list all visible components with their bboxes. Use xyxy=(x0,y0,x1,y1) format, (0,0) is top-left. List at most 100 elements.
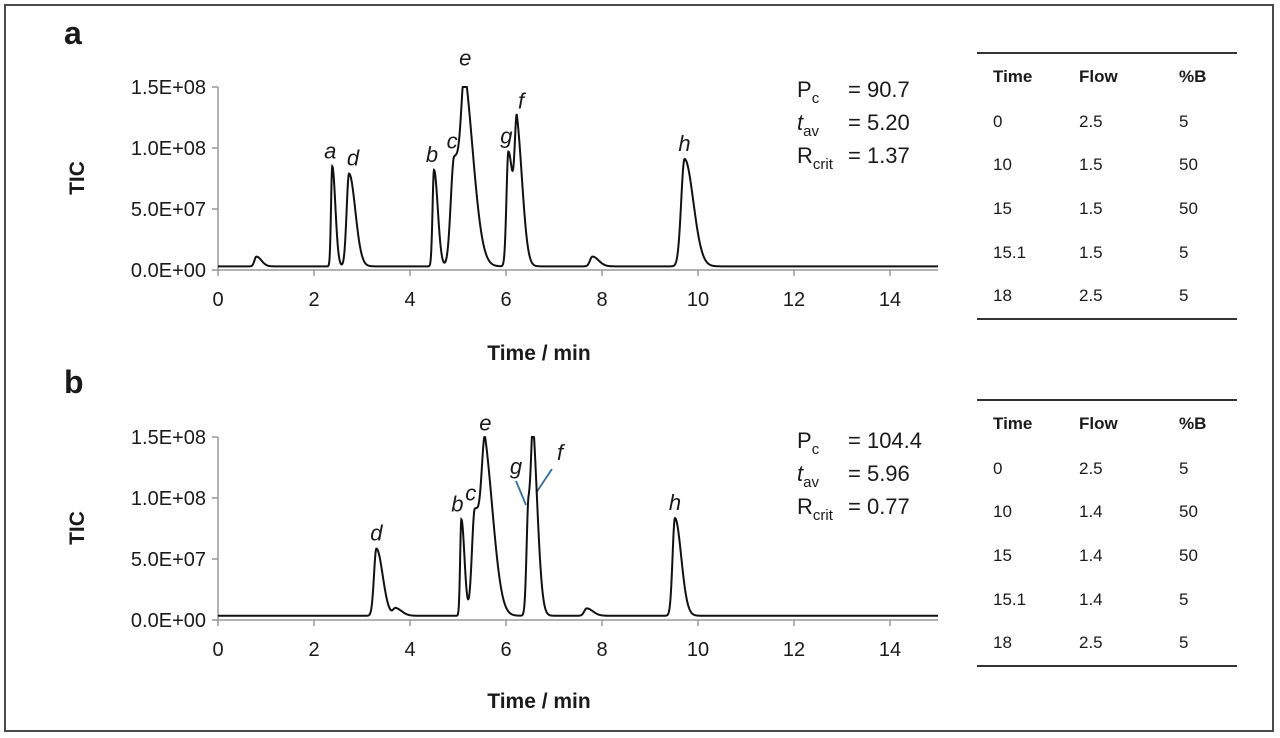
stat-pc-a: Pc xyxy=(797,77,820,107)
y-tick-label: 5.0E+07 xyxy=(131,199,206,221)
panel-letter-a: a xyxy=(64,15,82,51)
table-cell: 5 xyxy=(1179,286,1189,306)
y-tick-label: 1.5E+08 xyxy=(131,427,206,449)
peak-label-b: b xyxy=(451,491,463,516)
table-header-row: Time Flow %B xyxy=(977,53,1237,100)
x-tick-label: 12 xyxy=(783,289,805,311)
table-cell: 2.5 xyxy=(1079,111,1103,131)
peak-label-g: g xyxy=(510,454,523,479)
table-row: 18 2.5 5 xyxy=(977,621,1237,666)
table-row: 10 1.5 50 xyxy=(977,144,1237,188)
peak-label-c: c xyxy=(465,481,476,506)
stat-tav-a: tav xyxy=(797,110,819,140)
tic-trace-a xyxy=(218,86,938,268)
tic-trace-b xyxy=(218,436,938,617)
table-cell: 15 xyxy=(993,198,1012,218)
peak-label-e: e xyxy=(459,46,471,71)
column-header-percent-b: %B xyxy=(1179,67,1207,86)
table-cell: 5 xyxy=(1179,458,1189,478)
table-cell: 50 xyxy=(1179,198,1198,218)
peak-label-f: f xyxy=(518,88,527,113)
chromatogram-panel-a: 0.0E+00 5.0E+07 1.0E+08 1.5E+08 0 2 4 6 8 10 12 14 T… xyxy=(66,46,938,365)
stat-rcrit-value-a: = 1.37 xyxy=(848,143,910,168)
peak-label-f: f xyxy=(557,440,566,465)
table-cell: 10 xyxy=(993,155,1012,175)
gradient-table-a: Time Flow %B 0 2.5 5 10 1.5 50 15 1.5 50 15.1 1… xyxy=(977,52,1237,320)
leader-line-f xyxy=(535,468,553,494)
peak-label-g: g xyxy=(500,124,513,149)
column-header-flow: Flow xyxy=(1079,414,1118,433)
x-axis-title-b: Time / min xyxy=(487,690,590,713)
table-cell: 15.1 xyxy=(993,589,1027,609)
table-row: 10 1.4 50 xyxy=(977,491,1237,535)
table-cell: 2.5 xyxy=(1079,633,1103,653)
y-tick-label: 1.0E+08 xyxy=(131,488,206,510)
y-tick-label: 0.0E+00 xyxy=(131,610,206,632)
table-cell: 0 xyxy=(993,111,1003,131)
y-axis-title-a: TIC xyxy=(66,161,89,195)
table-row: 15.1 1.5 5 xyxy=(977,231,1237,275)
stat-tav-b: tav xyxy=(797,461,819,491)
stat-rcrit-a: Rcrit xyxy=(797,143,834,173)
peak-label-b: b xyxy=(426,142,438,167)
table-cell: 18 xyxy=(993,286,1012,306)
y-tick-label: 5.0E+07 xyxy=(131,549,206,571)
table-row: 15.1 1.4 5 xyxy=(977,578,1237,622)
table-cell: 15 xyxy=(993,545,1012,565)
peak-label-d: d xyxy=(370,521,383,546)
table-cell: 50 xyxy=(1179,545,1198,565)
gradient-table-b: Time Flow %B 0 2.5 5 10 1.4 50 15 1.4 50 15.1 1… xyxy=(977,399,1237,667)
y-axis-title-b: TIC xyxy=(66,511,89,545)
table-cell: 15.1 xyxy=(993,242,1027,262)
table-cell: 1.5 xyxy=(1079,242,1103,262)
peak-label-h: h xyxy=(669,490,681,515)
stat-rcrit-b: Rcrit xyxy=(797,494,834,524)
stat-tav-value-a: = 5.20 xyxy=(848,110,910,135)
x-tick-label: 14 xyxy=(879,639,901,661)
table-cell: 50 xyxy=(1179,502,1198,522)
table-cell: 2.5 xyxy=(1079,286,1103,306)
stat-pc-b: Pc xyxy=(797,428,820,458)
table-row: 0 2.5 5 xyxy=(977,100,1237,144)
y-tick-label: 1.0E+08 xyxy=(131,138,206,160)
peak-label-d: d xyxy=(347,146,360,171)
x-tick-label: 8 xyxy=(596,639,607,661)
x-tick-label: 8 xyxy=(596,289,607,311)
x-tick-label: 2 xyxy=(308,289,319,311)
y-tick-label: 0.0E+00 xyxy=(131,260,206,282)
table-row: 15 1.5 50 xyxy=(977,187,1237,231)
chromatogram-panel-b: 0.0E+00 5.0E+07 1.0E+08 1.5E+08 0 2 4 6 8 10 12 14 T… xyxy=(66,411,938,713)
x-axis-title-a: Time / min xyxy=(487,342,590,365)
x-tick-label: 14 xyxy=(879,289,901,311)
table-cell: 5 xyxy=(1179,111,1189,131)
table-cell: 18 xyxy=(993,633,1012,653)
table-row: 18 2.5 5 xyxy=(977,274,1237,319)
table-cell: 2.5 xyxy=(1079,458,1103,478)
table-cell: 1.4 xyxy=(1079,589,1103,609)
table-cell: 1.5 xyxy=(1079,198,1103,218)
column-header-flow: Flow xyxy=(1079,67,1118,86)
table-header-row: Time Flow %B xyxy=(977,400,1237,447)
column-header-percent-b: %B xyxy=(1179,414,1207,433)
peak-label-e: e xyxy=(479,411,491,436)
x-tick-label: 12 xyxy=(783,639,805,661)
table-cell: 1.5 xyxy=(1079,155,1103,175)
stat-rcrit-value-b: = 0.77 xyxy=(848,494,910,519)
table-cell: 10 xyxy=(993,502,1012,522)
x-tick-label: 2 xyxy=(308,639,319,661)
leader-line-g xyxy=(515,480,527,506)
table-cell: 0 xyxy=(993,458,1003,478)
stat-pc-value-b: = 104.4 xyxy=(848,428,922,453)
x-tick-label: 10 xyxy=(687,639,709,661)
panel-a-stats: Pc = 90.7 tav = 5.20 Rcrit = 1.37 xyxy=(797,77,910,173)
column-header-time: Time xyxy=(993,67,1033,86)
x-tick-label: 6 xyxy=(500,639,511,661)
table-cell: 50 xyxy=(1179,155,1198,175)
table-row: 0 2.5 5 xyxy=(977,447,1237,491)
table-cell: 5 xyxy=(1179,633,1189,653)
x-tick-label: 6 xyxy=(500,289,511,311)
stat-pc-value-a: = 90.7 xyxy=(848,77,910,102)
figure-frame xyxy=(4,4,1274,732)
x-tick-label: 4 xyxy=(404,639,415,661)
